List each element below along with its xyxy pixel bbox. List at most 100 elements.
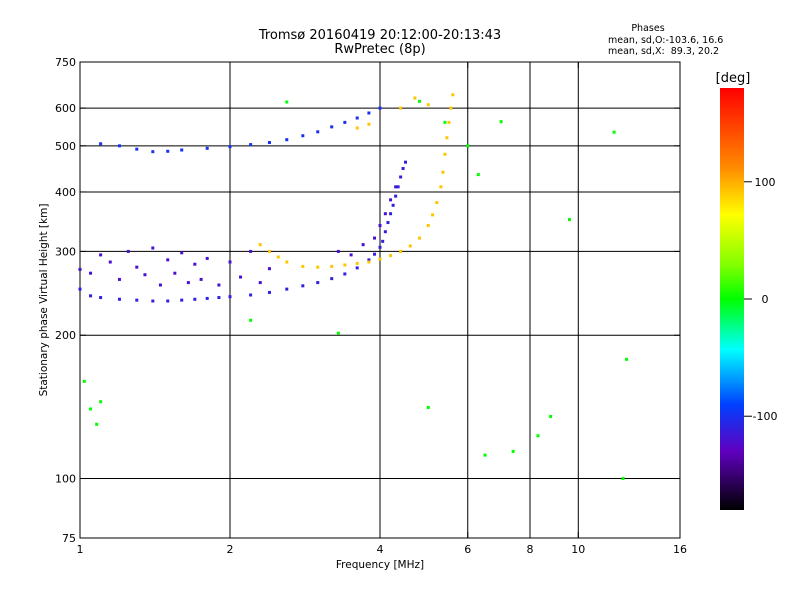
data-point [355,261,359,265]
data-point [217,283,221,287]
data-point [426,406,430,410]
y-tick-label: 500 [55,140,76,153]
grid [80,62,680,538]
data-point [612,130,616,134]
y-tick-label: 600 [55,102,76,115]
data-point [95,422,99,426]
data-point [355,266,359,270]
data-point [151,150,155,154]
data-point [445,136,449,140]
x-tick-label: 2 [227,543,234,556]
data-point [285,260,289,264]
data-point [355,116,359,120]
data-point [276,255,280,259]
data-point [389,212,393,216]
data-point [217,296,221,300]
data-point [567,218,571,222]
y-axis-label: Stationary phase Virtual Height [km] [38,204,50,397]
data-point [239,275,243,279]
data-point [99,296,103,300]
data-point [396,185,400,189]
data-point [180,148,184,152]
data-point [625,357,629,361]
data-point [82,379,86,383]
data-point [267,290,271,294]
data-point [258,243,262,247]
data-point [394,185,398,189]
data-point [143,273,147,277]
colorbar-label: [deg] [716,71,751,86]
data-point [389,254,393,258]
data-point [89,294,93,298]
data-point [285,287,289,291]
data-point [403,160,407,164]
data-point [166,258,170,262]
data-point [199,277,203,281]
data-point [361,243,365,247]
data-point [166,149,170,153]
data-point [193,297,197,301]
data-point [367,122,371,126]
chart-subtitle: RwPretec (8p) [334,42,425,57]
data-point [249,318,253,322]
data-point [285,100,289,104]
data-point [381,239,385,243]
data-point [135,265,139,269]
data-point [301,134,305,138]
data-point [499,120,503,124]
data-point [399,249,403,253]
data-point [349,253,353,257]
y-tick-label: 200 [55,329,76,342]
data-point [511,449,515,453]
data-point [391,203,395,207]
data-point [549,414,553,418]
data-point [367,260,371,264]
colorbar: [deg] 100 0 -100 [716,71,777,510]
data-point [301,264,305,268]
data-point [205,146,209,150]
y-axis: 75 100 200 300 400 500 600 750 [55,56,680,545]
data-point [99,253,103,257]
data-point [267,267,271,271]
data-point [378,245,382,249]
data-point [378,106,382,110]
data-point [78,267,82,271]
data-point [330,277,334,281]
data-point [367,258,371,262]
x-tick-label: 10 [571,543,585,556]
data-point [417,236,421,240]
data-point [476,173,480,177]
phase-stats: Phases mean, sd,O:-103.6, 16.6 mean, sd,… [608,23,723,57]
data-point [126,249,130,253]
colorbar-ticks: 100 0 -100 [744,176,777,423]
y-tick-label: 400 [55,186,76,199]
colorbar-tick-label: 0 [762,293,769,306]
data-point [151,299,155,303]
phase-stats-x-mode: mean, sd,X: 89.3, 20.2 [608,46,719,57]
data-point [443,120,447,124]
data-point [205,256,209,260]
data-point [89,407,93,411]
x-tick-label: 1 [77,543,84,556]
x-axis-label: Frequency [MHz] [336,559,424,571]
data-point [205,296,209,300]
data-point [401,167,405,171]
data-point [258,281,262,285]
data-point [316,281,320,285]
x-axis: 1 2 4 6 8 10 16 [77,62,687,556]
data-point [249,293,253,297]
data-point [441,170,445,174]
data-point [417,99,421,103]
data-point [330,125,334,129]
data-point [135,147,139,151]
data-point [316,130,320,134]
chart-title: Tromsø 20160419 20:12:00-20:13:43 [258,28,501,43]
colorbar-tick-label: -100 [753,410,778,423]
data-point [267,141,271,145]
data-point [466,144,470,148]
data-point [621,477,625,481]
colorbar-tick-label: 100 [755,176,776,189]
data-point [316,265,320,269]
data-point [228,260,232,264]
data-point [135,298,139,302]
